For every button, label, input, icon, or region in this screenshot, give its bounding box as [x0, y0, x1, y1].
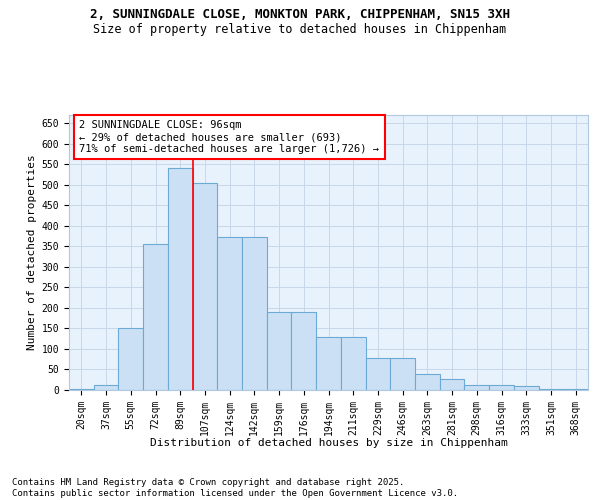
Bar: [267, 312, 292, 390]
Bar: [440, 379, 464, 390]
Bar: [316, 338, 341, 390]
Bar: [514, 386, 539, 390]
Text: Size of property relative to detached houses in Chippenham: Size of property relative to detached ho…: [94, 22, 506, 36]
Bar: [292, 312, 316, 390]
Bar: [415, 374, 440, 390]
Bar: [118, 328, 143, 390]
Bar: [390, 358, 415, 390]
Text: Contains HM Land Registry data © Crown copyright and database right 2025.
Contai: Contains HM Land Registry data © Crown c…: [12, 478, 458, 498]
Bar: [539, 389, 563, 390]
Bar: [193, 182, 217, 390]
Bar: [489, 385, 514, 390]
Bar: [168, 168, 193, 390]
Bar: [563, 389, 588, 390]
Bar: [217, 238, 242, 390]
X-axis label: Distribution of detached houses by size in Chippenham: Distribution of detached houses by size …: [149, 438, 508, 448]
Bar: [341, 338, 365, 390]
Text: 2, SUNNINGDALE CLOSE, MONKTON PARK, CHIPPENHAM, SN15 3XH: 2, SUNNINGDALE CLOSE, MONKTON PARK, CHIP…: [90, 8, 510, 20]
Bar: [242, 238, 267, 390]
Bar: [365, 358, 390, 390]
Bar: [69, 389, 94, 390]
Bar: [94, 385, 118, 390]
Bar: [143, 244, 168, 390]
Text: 2 SUNNINGDALE CLOSE: 96sqm
← 29% of detached houses are smaller (693)
71% of sem: 2 SUNNINGDALE CLOSE: 96sqm ← 29% of deta…: [79, 120, 379, 154]
Y-axis label: Number of detached properties: Number of detached properties: [28, 154, 37, 350]
Bar: [464, 385, 489, 390]
